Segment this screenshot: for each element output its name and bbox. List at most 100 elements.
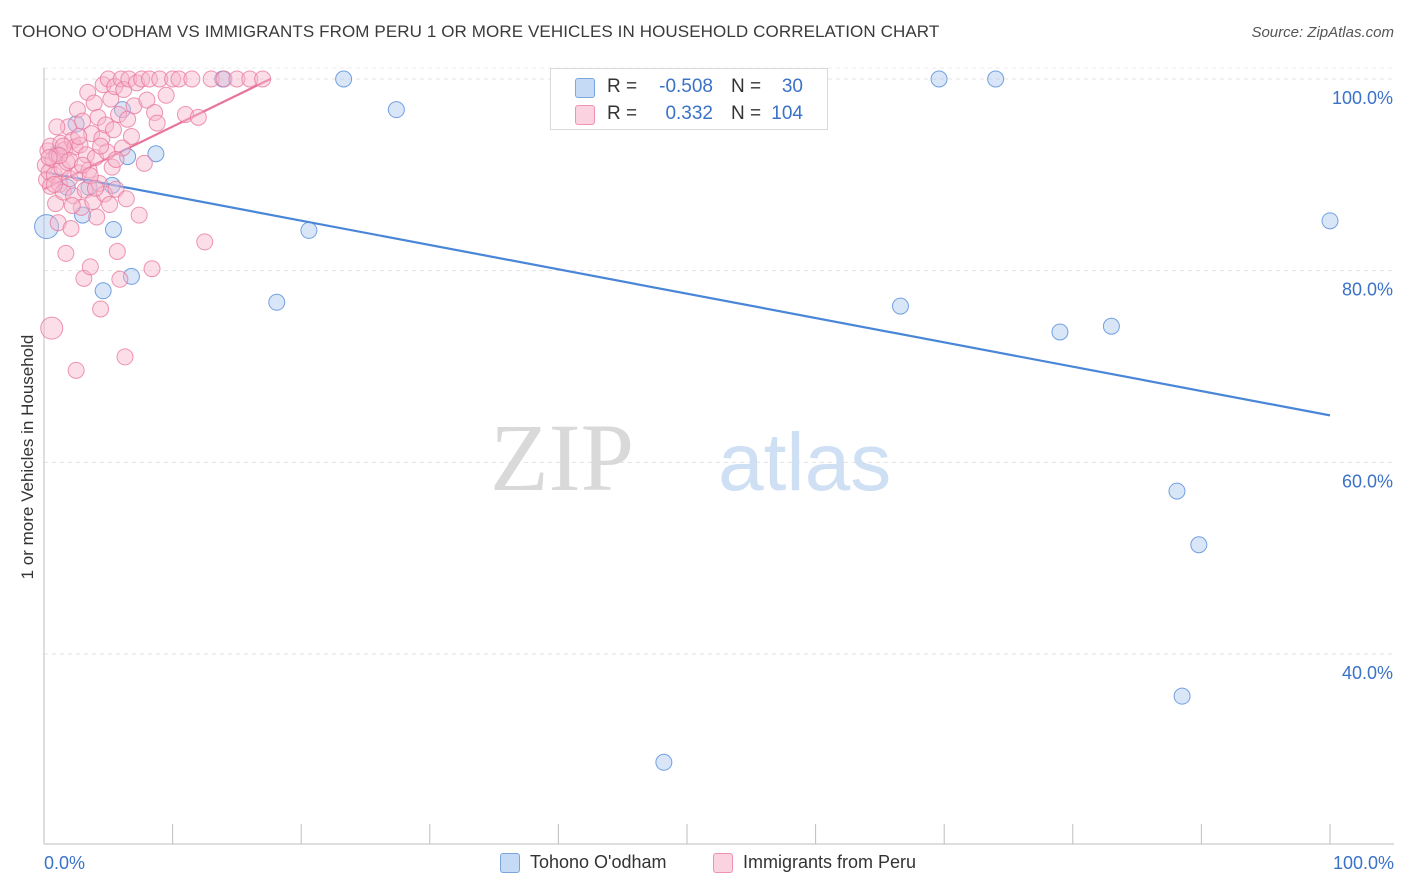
watermark-atlas: atlas	[718, 417, 891, 508]
peru-point	[40, 316, 64, 340]
y-tick-label: 80.0%	[1342, 280, 1393, 300]
peru-point	[61, 151, 79, 169]
trendlines	[43, 78, 1331, 417]
tick-labels: 40.0% 60.0% 80.0% 100.0% 0.0% 100.0%	[44, 88, 1394, 873]
stats-row-peru: R = 0.332 N = 104	[551, 101, 827, 127]
peru-point	[101, 196, 119, 214]
tohono-point	[1190, 536, 1208, 554]
tohono-point	[1102, 317, 1120, 335]
peru-point	[45, 175, 63, 193]
tohono-point	[1051, 323, 1069, 341]
y-tick-label: 60.0%	[1342, 471, 1393, 491]
peru-point	[104, 121, 122, 139]
gridlines	[44, 67, 1394, 655]
tohono-point	[387, 101, 405, 119]
peru-point	[79, 83, 97, 101]
y-tick-label: 100.0%	[1332, 88, 1393, 108]
peru-point	[67, 361, 85, 379]
legend-swatch-peru	[713, 852, 733, 873]
peru-point	[70, 128, 88, 145]
peru-point	[215, 70, 233, 88]
peru-point	[57, 244, 75, 262]
stats-n-label: N =	[731, 76, 762, 97]
peru-point	[116, 348, 134, 366]
peru-point	[81, 258, 99, 276]
tohono-point	[300, 221, 318, 239]
peru-point	[183, 70, 201, 88]
peru-point	[63, 197, 81, 214]
peru-point	[50, 147, 68, 165]
legend-swatch-tohono	[500, 852, 520, 873]
stats-n-value: 30	[781, 76, 803, 97]
peru-point	[164, 70, 182, 88]
peru-point	[157, 86, 175, 104]
peru-point	[143, 260, 161, 278]
legend-item-tohono[interactable]: Tohono O'odham	[500, 852, 667, 873]
chart-title: TOHONO O'ODHAM VS IMMIGRANTS FROM PERU 1…	[12, 22, 940, 41]
tohono-point	[104, 220, 122, 238]
y-axis-title: 1 or more Vehicles in Household	[18, 334, 37, 580]
legend-label-peru: Immigrants from Peru	[743, 852, 917, 872]
peru-point	[62, 220, 80, 237]
peru-point	[107, 151, 125, 168]
peru-point	[151, 70, 169, 88]
peru-point	[83, 125, 101, 143]
stats-n-label: N =	[731, 103, 762, 124]
peru-point	[120, 70, 138, 88]
peru-point	[54, 137, 72, 155]
peru-point	[228, 70, 246, 88]
tohono-point	[891, 297, 909, 315]
peru-point	[103, 158, 121, 176]
peru-point	[148, 114, 166, 132]
tohono-point	[268, 293, 286, 311]
tohono-trendline	[43, 170, 1331, 417]
peru-point	[81, 167, 99, 185]
peru-point	[241, 70, 259, 88]
tohono-point	[930, 70, 948, 88]
peru-point	[117, 190, 135, 208]
stats-row-tohono: R = -0.508 N = 30	[551, 74, 827, 100]
peru-point	[86, 179, 104, 197]
peru-point	[176, 105, 194, 123]
data-points	[34, 70, 1339, 771]
legend-item-peru[interactable]: Immigrants from Peru	[713, 852, 916, 873]
tohono-point	[987, 70, 1005, 88]
stats-swatch-tohono	[575, 78, 595, 98]
y-tick-label: 40.0%	[1342, 663, 1393, 683]
axes	[43, 68, 1394, 845]
peru-point	[108, 243, 126, 260]
peru-point	[40, 149, 58, 167]
tohono-point	[147, 145, 165, 163]
tohono-point	[655, 753, 673, 771]
source-label: Source: ZipAtlas.com	[1251, 24, 1394, 41]
stats-r-label: R =	[607, 103, 638, 124]
peru-point	[61, 170, 79, 188]
peru-point	[111, 270, 129, 288]
peru-point	[146, 104, 164, 122]
peru-point	[189, 108, 207, 126]
watermark: ZIP atlas	[490, 404, 891, 511]
tohono-point	[1173, 687, 1191, 705]
peru-point	[50, 175, 68, 193]
peru-point	[135, 154, 153, 172]
tohono-point	[1321, 212, 1339, 230]
stats-n-value: 104	[771, 103, 803, 124]
peru-point	[88, 208, 106, 226]
peru-point	[92, 137, 110, 155]
peru-point	[122, 128, 140, 145]
x-tick-label: 100.0%	[1333, 853, 1394, 873]
stats-swatch-peru	[575, 105, 595, 125]
peru-point	[85, 94, 103, 112]
watermark-zip: ZIP	[490, 404, 634, 511]
tohono-point	[34, 214, 60, 240]
peru-point	[71, 136, 89, 154]
legend-label-tohono: Tohono O'odham	[530, 852, 667, 872]
peru-trendline	[43, 78, 271, 191]
peru-point	[170, 70, 188, 88]
peru-point	[196, 233, 214, 251]
peru-point	[48, 118, 66, 136]
peru-point	[202, 70, 220, 88]
x-tick-label: 0.0%	[44, 853, 85, 873]
stats-legend-box: R = -0.508 N = 30 R = 0.332 N = 104	[550, 68, 828, 130]
